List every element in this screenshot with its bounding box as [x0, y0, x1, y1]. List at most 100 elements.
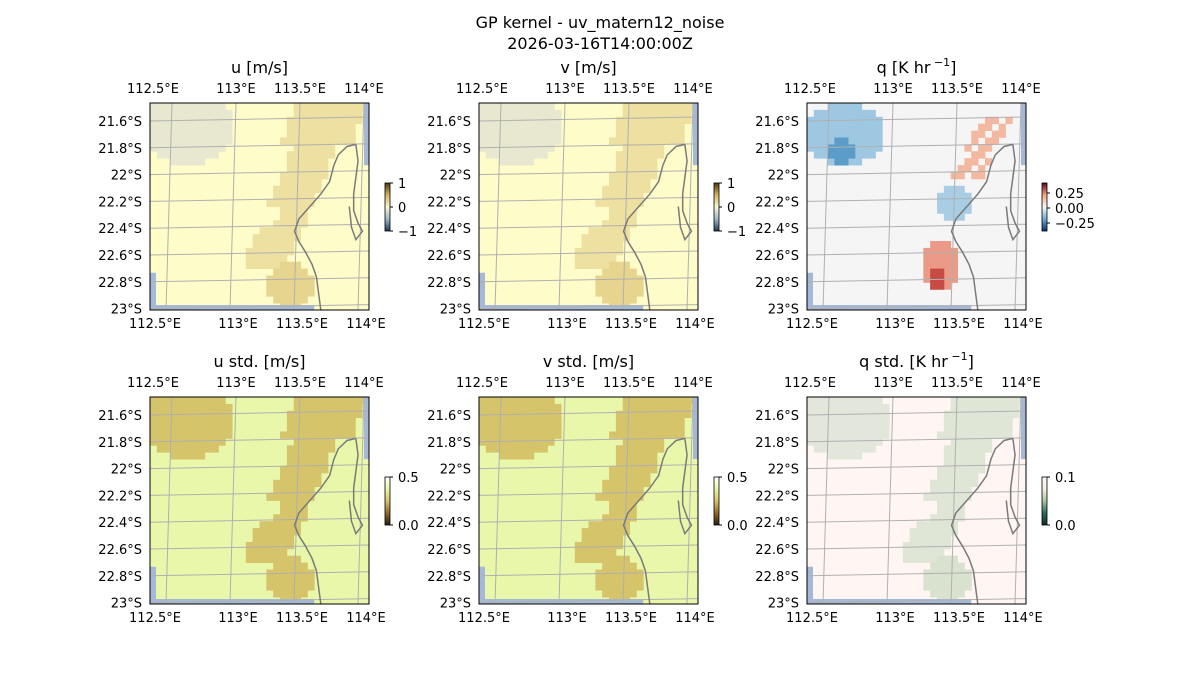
cell	[930, 486, 938, 494]
cell	[827, 158, 835, 166]
colorbar-tick-label: 0.0	[727, 519, 748, 534]
cell	[327, 403, 336, 412]
cell	[314, 403, 322, 412]
cell	[1005, 116, 1013, 125]
cell	[615, 185, 624, 194]
cell	[595, 583, 603, 591]
cell	[293, 123, 301, 131]
cell	[609, 261, 617, 269]
cell	[300, 417, 308, 425]
cell	[273, 541, 281, 550]
cell	[957, 466, 965, 474]
cell	[348, 397, 356, 405]
cell	[547, 403, 555, 412]
cell	[334, 424, 343, 432]
gridline-lon	[1014, 103, 1022, 310]
gridline-lat	[150, 598, 369, 604]
cell	[588, 241, 596, 249]
cell	[307, 109, 315, 118]
cell	[684, 103, 692, 111]
cell	[300, 158, 308, 166]
cell	[943, 466, 952, 474]
cell	[533, 130, 541, 138]
cell	[225, 417, 233, 425]
cell	[629, 103, 637, 111]
cell	[622, 403, 630, 412]
cell	[581, 548, 589, 557]
cell	[615, 178, 624, 187]
cell	[286, 562, 295, 570]
cell	[930, 576, 938, 584]
cell	[513, 452, 521, 460]
cell	[321, 172, 329, 180]
cell	[643, 109, 651, 118]
gridline-lat	[807, 116, 1026, 122]
cell	[533, 103, 541, 111]
cell	[307, 417, 315, 425]
cell	[957, 199, 965, 207]
cell	[615, 590, 624, 598]
x-tick-label-top: 114°E	[1001, 376, 1041, 391]
cell	[293, 158, 301, 166]
cell	[615, 472, 624, 481]
cell	[609, 472, 617, 481]
cell	[813, 137, 822, 145]
cell	[218, 109, 226, 118]
cell	[218, 130, 226, 138]
cell	[629, 507, 637, 515]
cell	[355, 397, 363, 405]
y-tick-label: 21.8°S	[755, 436, 799, 451]
cell	[622, 562, 630, 570]
cell	[930, 247, 938, 256]
cell	[163, 431, 171, 439]
cell	[520, 431, 528, 439]
cell	[957, 431, 965, 439]
cell	[834, 417, 842, 425]
cell	[533, 151, 541, 159]
cell	[286, 479, 295, 488]
panel-title: u std. [m/s]	[214, 352, 306, 371]
cell	[656, 417, 665, 425]
cell	[163, 438, 171, 446]
cell	[807, 130, 815, 138]
cell	[656, 103, 665, 111]
y-tick-label: 22.8°S	[98, 276, 142, 291]
cell	[663, 137, 672, 145]
cell	[293, 289, 301, 297]
cell	[971, 452, 979, 460]
cell	[177, 438, 185, 446]
cell	[841, 158, 849, 166]
cell	[957, 452, 965, 460]
colorbar-tick-label: −1	[398, 225, 417, 240]
cell	[943, 431, 952, 439]
cell	[321, 459, 329, 467]
cell	[615, 172, 624, 180]
cell	[636, 144, 644, 152]
cell	[609, 185, 617, 194]
cell	[280, 541, 288, 550]
cell	[280, 500, 288, 508]
cell	[609, 137, 617, 145]
cell	[300, 514, 308, 522]
cell	[300, 206, 308, 214]
cell	[307, 199, 315, 207]
cell	[943, 541, 952, 550]
cell	[991, 431, 1000, 439]
cell	[280, 268, 288, 276]
cell	[526, 109, 535, 118]
cell	[170, 109, 178, 118]
cell	[923, 535, 931, 543]
cell	[314, 424, 322, 432]
cell	[950, 431, 958, 439]
cell	[204, 397, 212, 405]
x-tick-label-bottom: 112.5°E	[458, 317, 510, 332]
cell	[218, 410, 226, 419]
cell	[492, 397, 500, 405]
cell	[280, 234, 288, 242]
cell	[492, 137, 500, 145]
cell	[868, 424, 876, 432]
cell	[479, 424, 487, 432]
cell	[930, 583, 938, 591]
patch-coast-band	[574, 397, 698, 563]
cell	[273, 192, 281, 200]
